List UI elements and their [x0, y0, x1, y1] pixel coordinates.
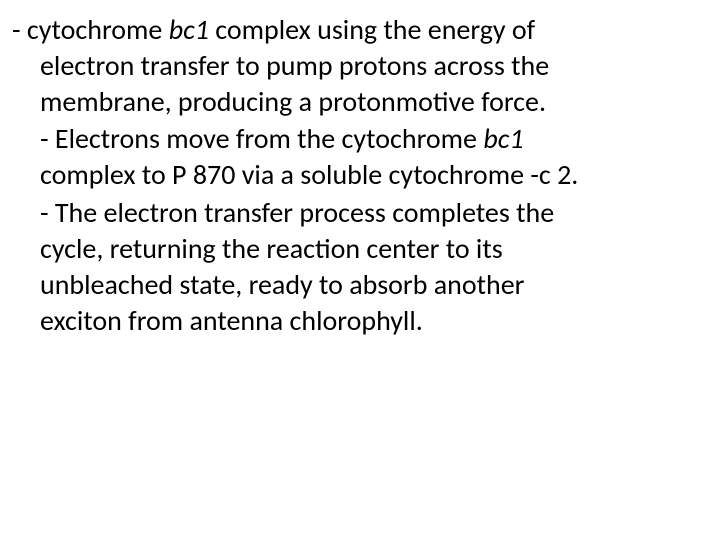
bullet-3-line-3: unbleached state, ready to absorb anothe… — [40, 267, 702, 303]
text-segment: - cytochrome — [12, 12, 169, 47]
italic-bc1: bc1 — [169, 12, 209, 47]
bullet-2-line-1: - Electrons move from the cytochrome bc1 — [40, 121, 702, 157]
slide: - cytochrome bc1 complex using the energ… — [0, 0, 720, 540]
bullet-3-line-4: exciton from antenna chlorophyll. — [40, 303, 702, 339]
text-segment: complex using the energy of — [209, 12, 535, 47]
bullet-2: - Electrons move from the cytochrome bc1… — [12, 121, 702, 193]
italic-bc1: bc1 — [483, 121, 523, 156]
bullet-3-line-2: cycle, returning the reaction center to … — [40, 231, 702, 267]
bullet-1: - cytochrome bc1 complex using the energ… — [12, 12, 702, 119]
bullet-3-line-1: - The electron transfer process complete… — [40, 195, 702, 231]
bullet-1-line-3: membrane, producing a protonmotive force… — [40, 84, 702, 120]
bullet-1-line-1: - cytochrome bc1 complex using the energ… — [12, 12, 702, 48]
bullet-3: - The electron transfer process complete… — [12, 195, 702, 338]
bullet-1-line-2: electron transfer to pump protons across… — [40, 48, 702, 84]
text-segment: - Electrons move from the cytochrome — [40, 121, 483, 156]
bullet-2-line-2: complex to P 870 via a soluble cytochrom… — [40, 157, 702, 193]
